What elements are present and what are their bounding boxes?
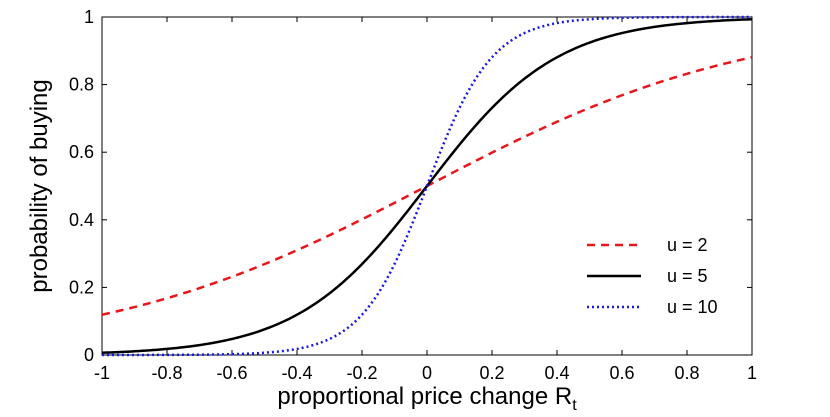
y-axis-tick-label: 0.2 <box>69 277 94 297</box>
x-axis-tick-label: -0.8 <box>151 363 182 383</box>
y-axis-ticks: 0 0.2 0.4 0.6 0.8 1 <box>69 7 752 365</box>
x-axis-tick-label: -0.6 <box>216 363 247 383</box>
y-axis-tick-label: 0.8 <box>69 75 94 95</box>
series-line-3 <box>102 15 752 357</box>
legend-label-2: u = 5 <box>667 266 708 286</box>
x-axis-tick-label: -1 <box>94 363 110 383</box>
y-axis-tick-label: 0.6 <box>69 142 94 162</box>
y-axis-tick-label: 0 <box>84 345 94 365</box>
x-axis-tick-label: 0.8 <box>674 363 699 383</box>
x-axis-tick-label: 0.6 <box>609 363 634 383</box>
y-axis-title: probability of buying <box>26 79 53 292</box>
x-axis-tick-label: 0.4 <box>544 363 569 383</box>
x-axis-tick-label: 0.2 <box>479 363 504 383</box>
chart-legend: u = 2 u = 5 u = 10 <box>587 235 718 317</box>
y-axis-tick-label: 1 <box>84 7 94 27</box>
legend-label-3: u = 10 <box>667 297 718 317</box>
series-lines <box>101 15 753 357</box>
x-axis-title: proportional price change Rt <box>277 383 577 414</box>
x-axis-tick-label: 1 <box>747 363 757 383</box>
x-axis-tick-label: 0 <box>422 363 432 383</box>
x-axis-ticks: -1 -0.8 -0.6 -0.4 -0.2 0 0.2 0.4 0.6 0.8 1 <box>94 17 757 383</box>
legend-label-1: u = 2 <box>667 235 708 255</box>
x-axis-tick-label: -0.4 <box>281 363 312 383</box>
x-axis-title-main: proportional price change R <box>277 383 572 410</box>
y-axis-tick-label: 0.4 <box>69 210 94 230</box>
x-axis-tick-label: -0.2 <box>346 363 377 383</box>
x-axis-title-subscript: t <box>572 397 577 414</box>
